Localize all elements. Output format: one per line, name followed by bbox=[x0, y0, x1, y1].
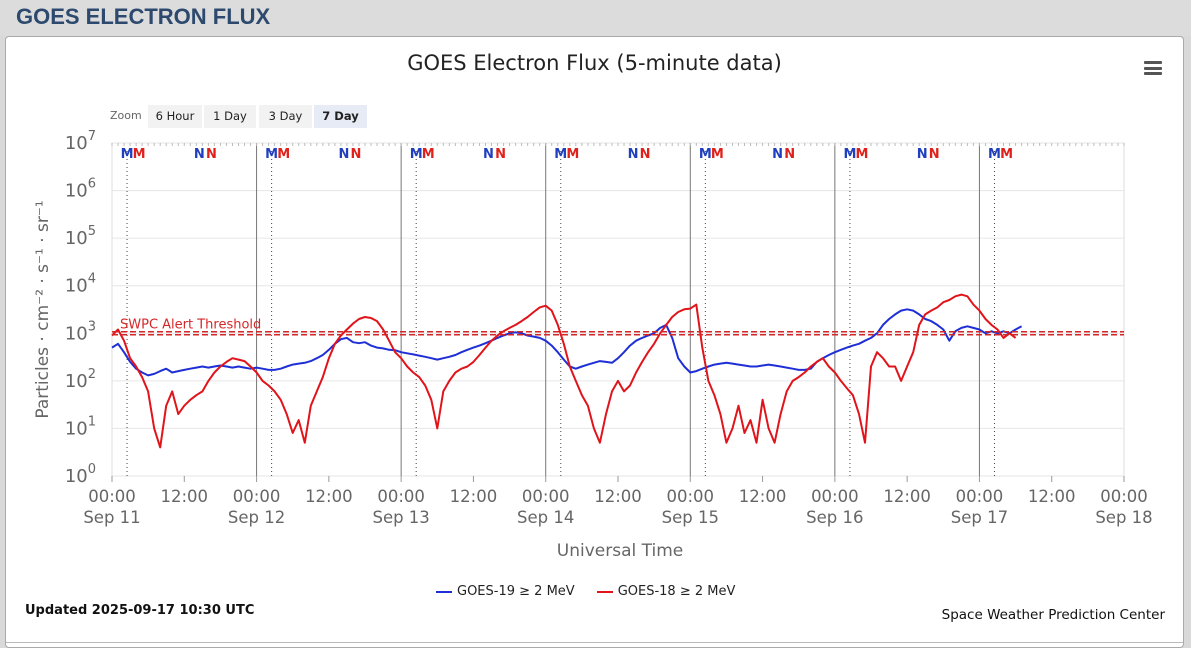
orbit-marker-m: M bbox=[422, 147, 435, 162]
x-tick-time: 12:00 bbox=[161, 487, 209, 506]
orbit-marker-m: M bbox=[277, 147, 290, 162]
zoom-7-day-button[interactable]: 7 Day bbox=[314, 105, 367, 128]
series-line-goes19 bbox=[111, 308, 1023, 377]
series-line-goes18 bbox=[111, 293, 1017, 449]
orbit-marker-m: M bbox=[1000, 147, 1013, 162]
x-tick-time: 12:00 bbox=[1028, 487, 1076, 506]
page-title: GOES ELECTRON FLUX bbox=[16, 4, 271, 29]
chart-legend: GOES-19 ≥ 2 MeV GOES-18 ≥ 2 MeV bbox=[436, 584, 735, 599]
y-tick-label: 107 bbox=[65, 129, 96, 154]
orbit-marker-m: M bbox=[855, 147, 868, 162]
legend-swatch-goes19 bbox=[436, 590, 452, 593]
chart-plot: 100 101 102 103 104 105 106 107 00:00 Sep 11 12:00… bbox=[33, 129, 1153, 561]
panel-bottom-edge bbox=[6, 642, 1183, 648]
hamburger-menu-icon[interactable] bbox=[1144, 61, 1162, 75]
chart-panel: GOES Electron Flux (5-minute data) Zoom … bbox=[5, 36, 1184, 648]
x-tick-time: 00:00 bbox=[233, 487, 281, 506]
x-tick-time: 00:00 bbox=[811, 487, 859, 506]
orbit-marker-n: N bbox=[640, 147, 651, 162]
zoom-3-day-button[interactable]: 3 Day bbox=[259, 105, 312, 128]
x-tick-date: Sep 13 bbox=[372, 508, 429, 527]
x-tick-date: Sep 12 bbox=[228, 508, 285, 527]
orbit-marker-m: M bbox=[988, 147, 1001, 162]
credit-text: Space Weather Prediction Center bbox=[941, 607, 1165, 623]
orbit-marker-m: M bbox=[699, 147, 712, 162]
legend-item-goes19[interactable]: GOES-19 ≥ 2 MeV bbox=[436, 584, 575, 599]
x-tick-time: 12:00 bbox=[594, 487, 642, 506]
threshold-label: SWPC Alert Threshold bbox=[120, 317, 261, 332]
orbit-marker-n: N bbox=[483, 147, 494, 162]
y-tick-label: 104 bbox=[65, 272, 96, 297]
legend-label-goes19: GOES-19 ≥ 2 MeV bbox=[457, 584, 575, 599]
legend-item-goes18[interactable]: GOES-18 ≥ 2 MeV bbox=[596, 584, 736, 599]
x-tick-date: Sep 18 bbox=[1095, 508, 1152, 527]
x-tick-time: 12:00 bbox=[450, 487, 498, 506]
orbit-marker-m: M bbox=[566, 147, 579, 162]
orbit-marker-n: N bbox=[917, 147, 928, 162]
updated-timestamp: Updated 2025-09-17 10:30 UTC bbox=[25, 603, 255, 618]
x-tick-date: Sep 16 bbox=[806, 508, 863, 527]
x-tick-time: 12:00 bbox=[305, 487, 353, 506]
x-tick-date: Sep 15 bbox=[662, 508, 719, 527]
zoom-1-day-button[interactable]: 1 Day bbox=[204, 105, 256, 128]
x-tick-time: 12:00 bbox=[883, 487, 931, 506]
orbit-marker-n: N bbox=[338, 147, 349, 162]
chart-title: GOES Electron Flux (5-minute data) bbox=[407, 51, 782, 75]
y-tick-label: 105 bbox=[65, 224, 96, 249]
x-tick-time: 00:00 bbox=[956, 487, 1004, 506]
orbit-marker-n: N bbox=[351, 147, 362, 162]
x-tick-time: 12:00 bbox=[739, 487, 787, 506]
y-tick-label: 102 bbox=[65, 367, 96, 392]
x-tick-date: Sep 14 bbox=[517, 508, 574, 527]
legend-swatch-goes18 bbox=[596, 590, 613, 593]
orbit-marker-n: N bbox=[628, 147, 639, 162]
y-axis-title: Particles · cm⁻² · s⁻¹ · sr⁻¹ bbox=[33, 200, 53, 418]
orbit-marker-n: N bbox=[784, 147, 795, 162]
y-tick-label: 101 bbox=[65, 414, 96, 439]
orbit-marker-n: N bbox=[194, 147, 205, 162]
y-tick-label: 100 bbox=[65, 462, 96, 487]
y-tick-label: 103 bbox=[65, 319, 96, 344]
x-tick-date: Sep 11 bbox=[83, 508, 140, 527]
x-tick-time: 00:00 bbox=[377, 487, 425, 506]
orbit-marker-n: N bbox=[206, 147, 217, 162]
orbit-marker-m: M bbox=[410, 147, 423, 162]
y-tick-label: 106 bbox=[65, 177, 96, 202]
legend-label-goes18: GOES-18 ≥ 2 MeV bbox=[617, 584, 736, 599]
orbit-marker-m: M bbox=[133, 147, 146, 162]
x-tick-date: Sep 17 bbox=[951, 508, 1008, 527]
orbit-marker-n: N bbox=[495, 147, 506, 162]
orbit-marker-m: M bbox=[554, 147, 567, 162]
x-tick-time: 00:00 bbox=[88, 487, 136, 506]
zoom-label: Zoom bbox=[110, 109, 142, 122]
orbit-marker-m: M bbox=[121, 147, 134, 162]
orbit-marker-n: N bbox=[929, 147, 940, 162]
x-tick-time: 00:00 bbox=[1100, 487, 1148, 506]
orbit-marker-n: N bbox=[772, 147, 783, 162]
page-header: GOES ELECTRON FLUX bbox=[0, 0, 1191, 36]
zoom-6-hour-button[interactable]: 6 Hour bbox=[148, 105, 202, 128]
orbit-marker-m: M bbox=[265, 147, 278, 162]
orbit-marker-m: M bbox=[843, 147, 856, 162]
orbit-marker-m: M bbox=[711, 147, 724, 162]
plot-area bbox=[111, 142, 1125, 477]
x-tick-time: 00:00 bbox=[522, 487, 570, 506]
x-axis-title: Universal Time bbox=[557, 541, 683, 561]
x-tick-time: 00:00 bbox=[667, 487, 715, 506]
